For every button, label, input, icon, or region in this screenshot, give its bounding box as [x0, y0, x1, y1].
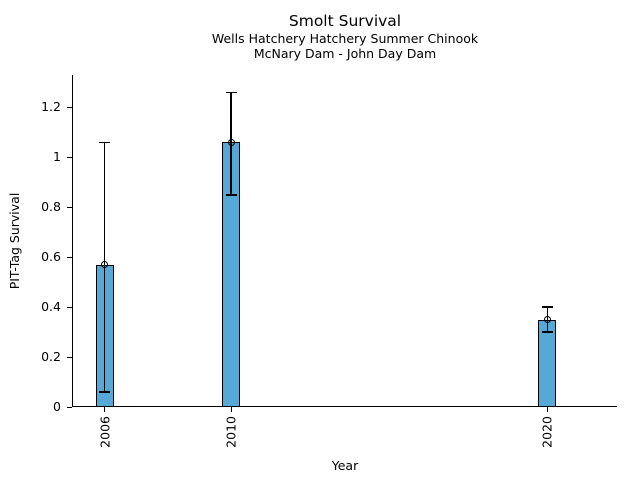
x-tick-label-2006: 2006 — [97, 416, 113, 448]
y-tick-label: 0 — [53, 399, 61, 414]
open-circle-marker-2010 — [227, 138, 235, 146]
error-cap-upper-2020 — [541, 306, 553, 308]
x-tick — [104, 407, 106, 412]
y-tick-label: 0.2 — [41, 349, 61, 365]
x-axis-label: Year — [331, 458, 359, 473]
open-circle-marker-2006 — [101, 261, 109, 269]
x-tick — [546, 407, 548, 412]
y-tick-label: 1.2 — [41, 99, 61, 115]
error-cap-upper-2010 — [225, 91, 237, 94]
y-tick-label: 0.8 — [41, 199, 61, 215]
error-cap-upper-2006 — [99, 141, 111, 144]
error-cap-lower-2006 — [99, 391, 111, 393]
x-tick — [230, 407, 232, 412]
error-cap-lower-2010 — [225, 194, 237, 196]
y-tick — [67, 356, 72, 358]
x-tick-label-2020: 2020 — [539, 416, 555, 448]
chart-subtitle-line1: Wells Hatchery Hatchery Summer Chinook — [211, 31, 479, 46]
y-tick — [67, 206, 72, 208]
y-tick — [67, 406, 72, 408]
y-tick — [67, 106, 72, 108]
x-tick-label-2010: 2010 — [223, 416, 239, 448]
y-tick-label: 0.6 — [41, 249, 61, 265]
open-circle-marker-2020 — [543, 316, 551, 324]
chart-subtitle-line2: McNary Dam - John Day Dam — [253, 46, 437, 61]
x-axis-spine — [72, 406, 617, 407]
y-tick-label: 0.4 — [41, 299, 61, 315]
chart-title: Smolt Survival — [288, 12, 402, 30]
y-tick — [67, 156, 72, 158]
y-tick — [67, 306, 72, 308]
y-axis-spine — [72, 75, 73, 407]
y-tick — [67, 256, 72, 258]
y-tick-label: 1 — [53, 149, 61, 165]
error-cap-lower-2020 — [541, 331, 553, 333]
